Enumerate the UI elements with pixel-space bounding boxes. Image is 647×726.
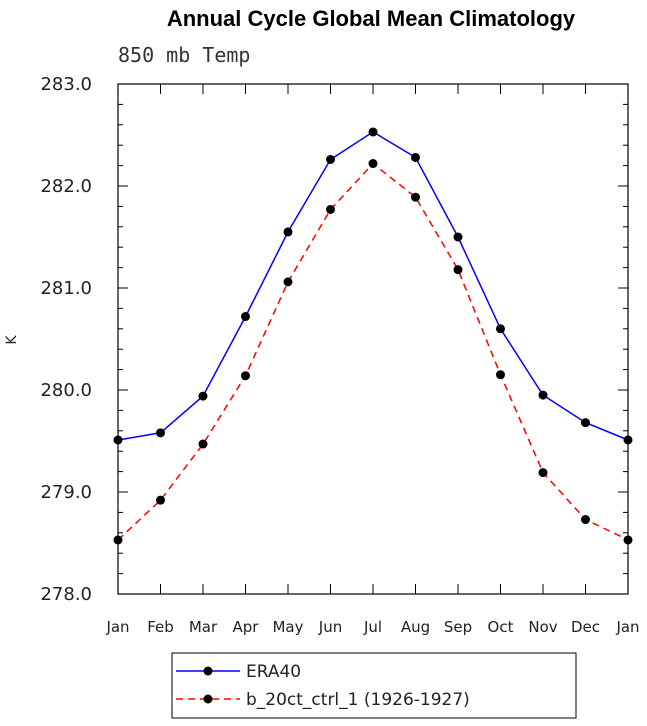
series-0-point xyxy=(326,154,335,164)
series-1-point xyxy=(241,371,250,381)
x-tick-label: Nov xyxy=(528,618,557,636)
series-line-1 xyxy=(117,162,629,541)
series-1-point xyxy=(113,535,123,545)
series-1-point xyxy=(283,277,293,287)
series-0-point xyxy=(113,435,123,445)
series-1-point xyxy=(326,204,335,214)
y-tick-label: 279.0 xyxy=(40,482,92,503)
x-tick-label: Sep xyxy=(444,618,472,636)
series-0-point xyxy=(368,127,378,137)
y-tick-label: 282.0 xyxy=(40,176,92,197)
chart-title: Annual Cycle Global Mean Climatology xyxy=(167,6,576,31)
x-tick-label: Aug xyxy=(401,618,430,636)
y-tick-label: 278.0 xyxy=(40,584,92,605)
y-axis-label: K xyxy=(4,335,20,345)
legend-label-era40: ERA40 xyxy=(246,662,301,682)
series-0-point xyxy=(283,227,293,237)
series-1-point xyxy=(453,265,463,275)
series-1-point xyxy=(581,515,590,525)
legend-marker-era40 xyxy=(203,666,213,676)
x-tick-label: Feb xyxy=(147,618,174,636)
legend-box xyxy=(171,652,577,719)
axis-ticks xyxy=(117,83,629,595)
x-tick-label: Jul xyxy=(363,618,382,636)
series-0-point xyxy=(241,312,250,322)
series-1-point xyxy=(411,192,420,202)
x-tick-label: Jan xyxy=(105,618,129,636)
series-0-point xyxy=(538,390,548,400)
series-0-point xyxy=(453,232,463,242)
series-0-point xyxy=(581,418,590,428)
legend-label-ctrl: b_20ct_ctrl_1 (1926-1927) xyxy=(246,690,470,710)
x-tick-label: May xyxy=(272,618,303,636)
series-1-point xyxy=(198,439,208,449)
series-line-0 xyxy=(117,131,629,441)
x-tick-labels: Jan Feb Mar Apr May Jun Jul Aug Sep Oct Nov Dec Jan xyxy=(105,618,639,636)
x-tick-label: Jan xyxy=(615,618,639,636)
x-tick-label: Oct xyxy=(488,618,514,636)
x-tick-label: Jun xyxy=(318,618,342,636)
series-1-point xyxy=(538,468,548,478)
series-layer xyxy=(113,127,633,545)
x-tick-label: Mar xyxy=(189,618,218,636)
y-tick-label: 283.0 xyxy=(40,74,92,95)
y-tick-label: 280.0 xyxy=(40,380,92,401)
series-0-point xyxy=(156,428,165,438)
legend: ERA40 b_20ct_ctrl_1 (1926-1927) xyxy=(171,652,577,719)
series-1-point xyxy=(496,370,505,380)
chart-subtitle: 850 mb Temp xyxy=(118,43,250,67)
series-1-point xyxy=(623,535,633,545)
y-tick-labels: 278.0 279.0 280.0 281.0 282.0 283.0 xyxy=(40,74,92,605)
series-0-point xyxy=(623,435,633,445)
series-0-point xyxy=(411,152,420,162)
y-tick-label: 281.0 xyxy=(40,278,92,299)
series-1-point xyxy=(368,159,378,169)
legend-marker-ctrl xyxy=(203,694,213,704)
x-tick-label: Apr xyxy=(233,618,260,636)
series-0-point xyxy=(198,391,208,401)
x-tick-label: Dec xyxy=(571,618,600,636)
series-0-point xyxy=(496,324,505,334)
series-1-point xyxy=(156,495,165,505)
